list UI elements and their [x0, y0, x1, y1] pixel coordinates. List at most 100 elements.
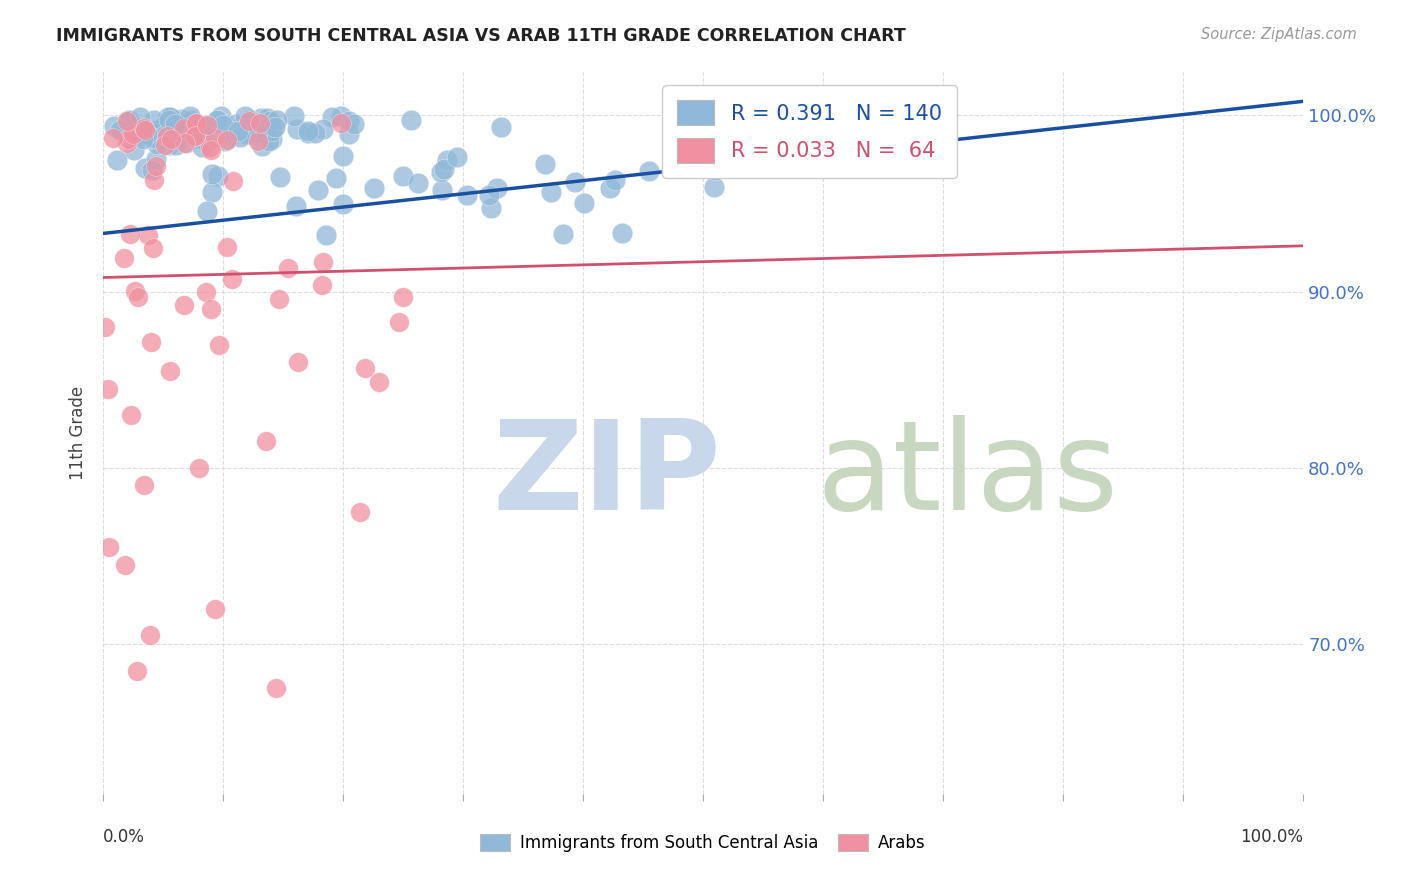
Point	[221, 124, 243, 138]
Point	[138, 227, 160, 242]
Point	[152, 120, 174, 134]
Point	[479, 201, 502, 215]
Point	[363, 181, 385, 195]
Point	[173, 136, 195, 151]
Point	[343, 117, 366, 131]
Point	[477, 188, 499, 202]
Point	[157, 110, 180, 124]
Point	[198, 140, 221, 154]
Point	[186, 130, 208, 145]
Point	[115, 114, 138, 128]
Point	[135, 127, 157, 141]
Point	[163, 116, 186, 130]
Point	[163, 112, 186, 127]
Point	[145, 159, 167, 173]
Point	[214, 134, 236, 148]
Point	[97, 540, 120, 554]
Point	[152, 125, 174, 139]
Point	[156, 133, 179, 147]
Point	[145, 152, 167, 166]
Point	[143, 173, 166, 187]
Point	[703, 179, 725, 194]
Point	[207, 169, 229, 184]
Point	[233, 109, 256, 123]
Point	[146, 131, 169, 145]
Point	[266, 113, 288, 128]
Point	[214, 116, 236, 130]
Point	[153, 137, 176, 152]
Point	[183, 121, 205, 136]
Point	[285, 122, 308, 136]
Point	[240, 118, 263, 132]
Point	[163, 128, 186, 142]
Text: 0.0%: 0.0%	[103, 828, 145, 846]
Point	[131, 123, 153, 137]
Point	[229, 118, 252, 132]
Point	[118, 227, 141, 241]
Point	[186, 116, 208, 130]
Point	[170, 112, 193, 126]
Point	[239, 112, 262, 127]
Point	[165, 138, 187, 153]
Point	[262, 131, 284, 145]
Legend: R = 0.391   N = 140, R = 0.033   N =  64: R = 0.391 N = 140, R = 0.033 N = 64	[662, 86, 956, 178]
Point	[238, 114, 260, 128]
Point	[436, 153, 458, 167]
Point	[321, 110, 343, 124]
Point	[406, 176, 429, 190]
Point	[132, 478, 155, 492]
Point	[564, 175, 586, 189]
Point	[165, 112, 187, 127]
Point	[246, 126, 269, 140]
Point	[103, 120, 125, 134]
Point	[311, 122, 333, 136]
Point	[200, 302, 222, 317]
Point	[141, 162, 163, 177]
Point	[184, 116, 207, 130]
Point	[122, 123, 145, 137]
Text: Source: ZipAtlas.com: Source: ZipAtlas.com	[1201, 27, 1357, 42]
Point	[156, 121, 179, 136]
Point	[264, 120, 287, 134]
Point	[142, 241, 165, 255]
Point	[284, 199, 307, 213]
Point	[114, 558, 136, 572]
Point	[221, 128, 243, 143]
Point	[332, 149, 354, 163]
Point	[195, 135, 218, 149]
Point	[127, 127, 149, 141]
Point	[264, 681, 287, 695]
Point	[159, 111, 181, 125]
Point	[179, 120, 201, 134]
Point	[610, 226, 633, 240]
Point	[139, 628, 162, 642]
Text: ZIP: ZIP	[492, 416, 721, 536]
Point	[142, 131, 165, 145]
Point	[367, 376, 389, 390]
Point	[262, 124, 284, 138]
Point	[392, 169, 415, 183]
Point	[307, 183, 329, 197]
Point	[146, 136, 169, 151]
Point	[215, 240, 238, 254]
Point	[124, 285, 146, 299]
Point	[325, 170, 347, 185]
Point	[638, 164, 661, 178]
Point	[115, 113, 138, 128]
Point	[277, 260, 299, 275]
Point	[267, 292, 290, 306]
Point	[201, 186, 224, 200]
Point	[187, 461, 209, 475]
Point	[159, 364, 181, 378]
Point	[195, 204, 218, 219]
Point	[173, 120, 195, 135]
Point	[433, 161, 456, 176]
Point	[94, 319, 117, 334]
Point	[129, 128, 152, 143]
Point	[252, 138, 274, 153]
Point	[297, 127, 319, 141]
Point	[132, 120, 155, 135]
Point	[112, 123, 135, 137]
Point	[184, 128, 207, 143]
Point	[245, 127, 267, 141]
